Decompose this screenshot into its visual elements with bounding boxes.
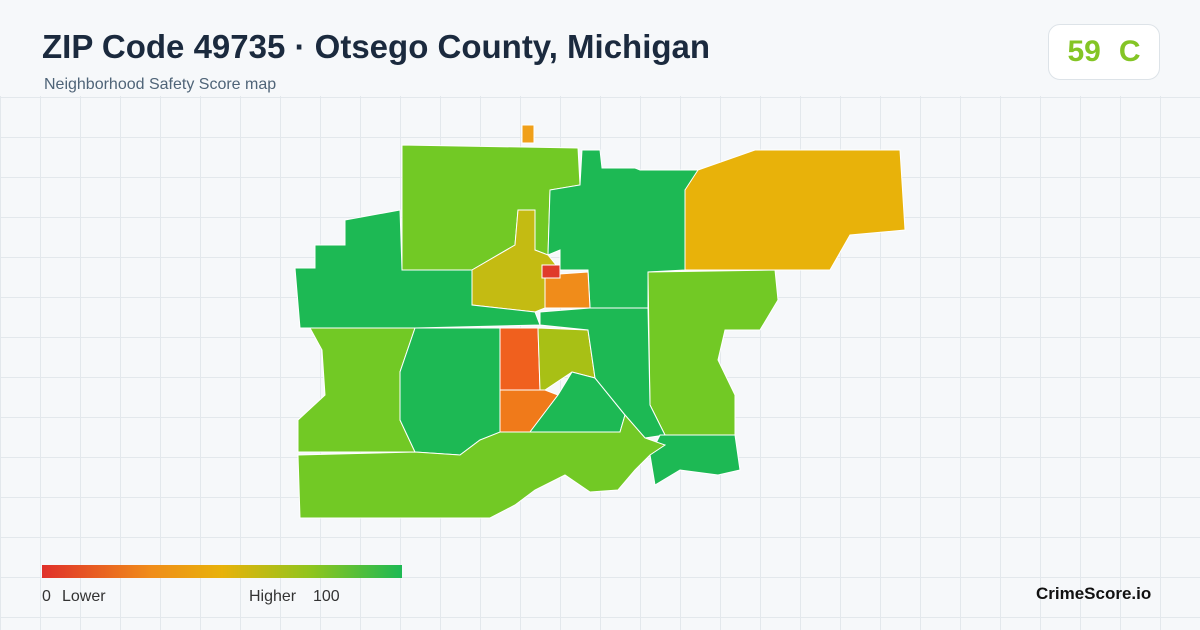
score-value: 59 (1067, 35, 1101, 68)
region (541, 264, 561, 279)
region (499, 327, 541, 391)
region (399, 327, 501, 456)
region (649, 434, 741, 486)
score-badge: 59 C (1048, 24, 1160, 80)
region (297, 413, 667, 519)
legend-gradient (42, 565, 402, 578)
header (0, 0, 1200, 96)
legend-min-label: Lower (62, 588, 106, 605)
legend-min: 0 (42, 588, 51, 605)
region (647, 269, 779, 436)
region (684, 149, 906, 271)
region (297, 327, 416, 453)
brand: CrimeScore.io (1036, 584, 1152, 603)
legend-max: 100 (313, 588, 340, 605)
title: ZIP Code 49735 · Otsego County, Michigan (42, 28, 711, 65)
score-grade: C (1118, 35, 1141, 68)
region (521, 124, 535, 144)
subtitle: Neighborhood Safety Score map (44, 76, 277, 93)
legend-max-label: Higher (249, 588, 297, 605)
